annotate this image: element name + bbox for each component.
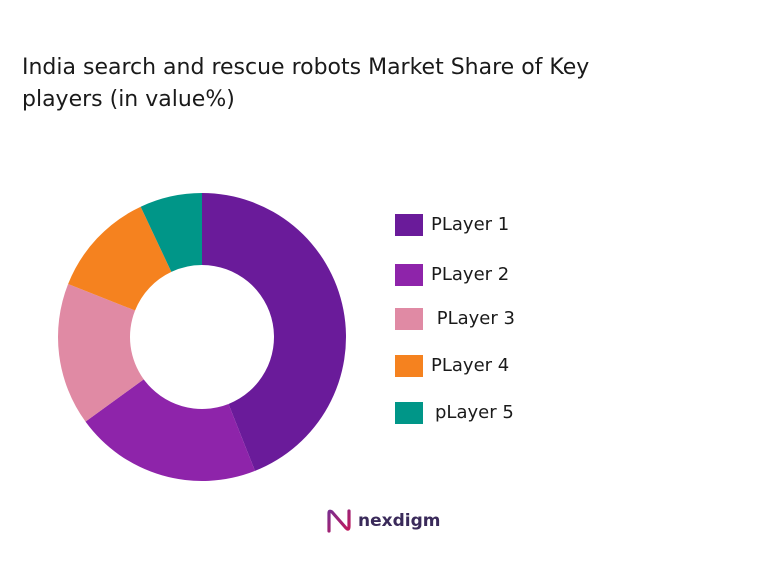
legend-label-player-4: PLayer 4	[431, 355, 510, 376]
donut-slice-player-5	[140, 193, 202, 272]
chart-title: India search and rescue robots Market Sh…	[22, 52, 722, 116]
donut-slice-player-3	[57, 283, 144, 422]
nexdigm-logo-icon	[327, 509, 351, 533]
chart-title-line-2: players (in value%)	[22, 87, 235, 112]
legend-swatch-player-1	[395, 214, 423, 236]
legend-label-player-5: pLayer 5	[435, 402, 514, 423]
legend-label-player-2: PLayer 2	[431, 264, 510, 285]
brand-name: nexdigm	[358, 511, 441, 531]
legend-swatch-player-5	[395, 402, 423, 424]
chart-title-line-1: India search and rescue robots Market Sh…	[22, 55, 590, 80]
legend-swatch-player-4	[395, 355, 423, 377]
legend-label-player-1: PLayer 1	[431, 214, 510, 235]
donut-slice-player-4	[68, 206, 172, 311]
donut-slice-player-1	[202, 193, 347, 471]
donut-slice-player-2	[85, 379, 256, 481]
legend-swatch-player-2	[395, 264, 423, 286]
legend-swatch-player-3	[395, 308, 423, 330]
legend-label-player-3: PLayer 3	[431, 308, 515, 329]
